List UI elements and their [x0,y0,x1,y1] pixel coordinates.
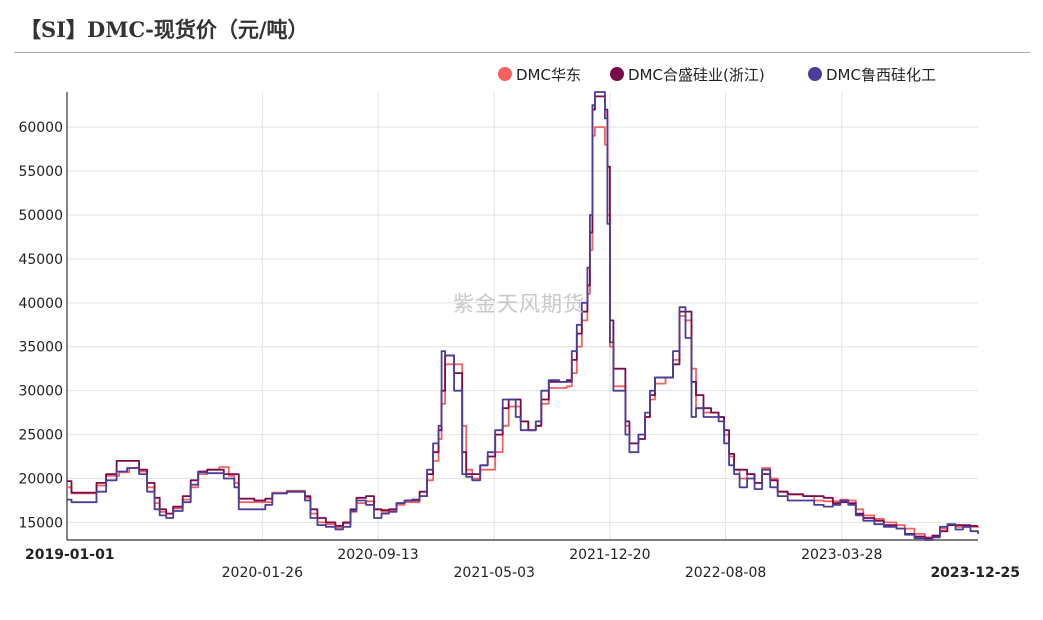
legend-label-series-2: DMC合盛硅业(浙江) [628,65,765,84]
legend-dot-icon [610,67,624,81]
title-divider [14,52,1030,53]
legend-item-series-1[interactable]: DMC华东 [498,63,581,85]
watermark: 紫金天风期货 [453,292,585,316]
x-tick-label: 2023-12-25 [930,565,1020,581]
x-tick-label: 2021-05-03 [454,565,535,581]
y-tick-label: 60000 [18,120,63,136]
legend-dot-icon [808,67,822,81]
x-tick-label: 2020-09-13 [337,547,418,563]
x-tick-label: 2019-01-01 [25,547,115,563]
x-tick-label: 2021-12-20 [569,547,650,563]
y-tick-label: 15000 [18,515,63,531]
y-tick-label: 25000 [18,428,63,444]
y-tick-label: 35000 [18,340,63,356]
x-tick-label: 2022-08-08 [685,565,766,581]
chart-title: 【SI】DMC-现货价（元/吨） [20,17,309,42]
legend-item-series-2[interactable]: DMC合盛硅业(浙江) [610,63,765,85]
x-tick-label: 2020-01-26 [222,565,303,581]
y-tick-label: 55000 [18,164,63,180]
legend-dot-icon [498,67,512,81]
y-tick-label: 45000 [18,252,63,268]
y-tick-label: 20000 [18,472,63,488]
series-line-3 [67,91,979,541]
y-tick-label: 50000 [18,208,63,224]
legend-label-series-3: DMC鲁西硅化工 [826,65,936,84]
legend-label-series-1: DMC华东 [516,65,581,84]
y-tick-label: 30000 [18,384,63,400]
y-tick-label: 40000 [18,296,63,312]
legend-item-series-3[interactable]: DMC鲁西硅化工 [808,63,936,85]
x-tick-label: 2023-03-28 [801,547,882,563]
